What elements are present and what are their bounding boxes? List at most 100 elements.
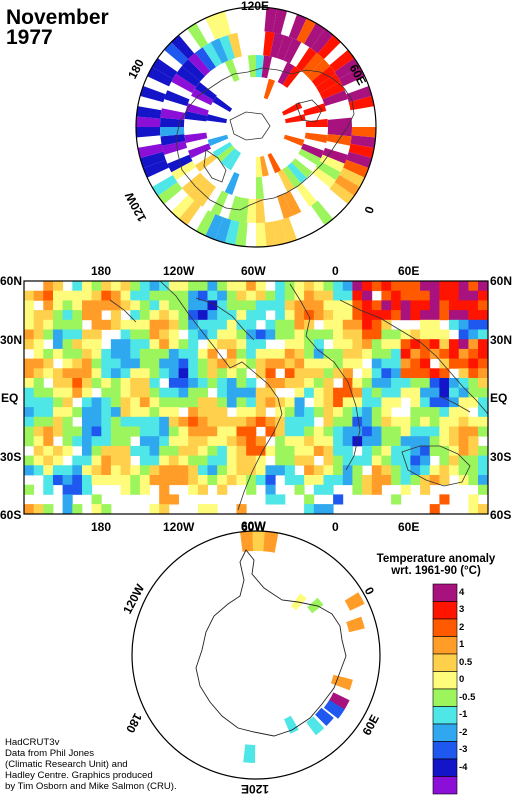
world-anomaly-cell: [246, 329, 257, 340]
world-anomaly-cell: [420, 416, 431, 427]
credit-line-3: (Climatic Research Unit) and: [5, 759, 128, 770]
world-anomaly-cell: [323, 436, 334, 447]
world-anomaly-cell: [371, 281, 382, 292]
world-anomaly-cell: [420, 436, 431, 447]
world-anomaly-cell: [362, 455, 373, 466]
title-month: November: [6, 6, 109, 29]
world-anomaly-cell: [149, 348, 160, 359]
world-anomaly-cell: [62, 300, 73, 311]
world-anomaly-cell: [362, 319, 373, 330]
south-anomaly-cell: [344, 592, 365, 611]
world-anomaly-cell: [429, 339, 440, 350]
world-anomaly-cell: [323, 281, 334, 292]
world-anomaly-cell: [410, 475, 421, 486]
north-anomaly-cell: [181, 59, 206, 82]
world-anomaly-cell: [342, 339, 353, 350]
world-anomaly-cell: [420, 290, 431, 301]
world-anomaly-cell: [82, 445, 93, 456]
world-anomaly-cell: [323, 310, 334, 321]
world-anomaly-cell: [275, 445, 286, 456]
world-anomaly-cell: [468, 504, 479, 514]
world-anomaly-cell: [139, 455, 150, 466]
world-anomaly-cell: [323, 378, 334, 389]
credit-line-5: by Tim Osborn and Mike Salmon (CRU).: [5, 781, 177, 792]
world-anomaly-cell: [226, 329, 237, 340]
world-anomaly-cell: [178, 348, 189, 359]
world-anomaly-cell: [130, 416, 141, 427]
world-anomaly-cell: [294, 455, 305, 466]
world-anomaly-cell: [159, 407, 170, 418]
world-anomaly-cell: [284, 329, 295, 340]
world-anomaly-cell: [294, 348, 305, 359]
world-anomaly-cell: [304, 504, 315, 514]
world-anomaly-cell: [197, 387, 208, 398]
world-anomaly-cell: [82, 329, 93, 340]
world-anomaly-cell: [275, 319, 286, 330]
world-anomaly-cell: [72, 281, 83, 292]
world-anomaly-cell: [420, 407, 431, 418]
world-anomaly-cell: [91, 348, 102, 359]
world-anomaly-cell: [197, 358, 208, 369]
world-anomaly-cell: [371, 329, 382, 340]
world-anomaly-cell: [391, 290, 402, 301]
world-anomaly-cell: [62, 310, 73, 321]
title-year: 1977: [6, 26, 53, 49]
world-anomaly-cell: [429, 378, 440, 389]
legend-swatch: [432, 741, 458, 760]
world-anomaly-cell: [410, 310, 421, 321]
legend-swatch: [432, 636, 458, 655]
world-anomaly-cell: [265, 378, 276, 389]
world-anomaly-cell: [101, 358, 112, 369]
world-anomaly-cell: [110, 455, 121, 466]
world-anomaly-cell: [323, 475, 334, 486]
world-anomaly-cell: [381, 290, 392, 301]
world-anomaly-cell: [265, 300, 276, 311]
north-anomaly-cell: [164, 90, 190, 107]
south-polar-map: [131, 530, 381, 780]
world-anomaly-cell: [72, 290, 83, 301]
north-anomaly-cell: [195, 82, 217, 101]
world-anomaly-cell: [120, 378, 131, 389]
world-anomaly-cell: [236, 407, 247, 418]
world-anomaly-cell: [24, 397, 35, 408]
world-anomaly-cell: [323, 368, 334, 379]
world-anomaly-cell: [110, 310, 121, 321]
world-anomaly-cell: [478, 445, 488, 456]
world-anomaly-cell: [478, 475, 488, 486]
world-anomaly-cell: [236, 504, 247, 514]
world-anomaly-cell: [342, 290, 353, 301]
world-anomaly-cell: [391, 387, 402, 398]
world-anomaly-cell: [391, 445, 402, 456]
north-anomaly-cell: [298, 148, 321, 166]
world-anomaly-cell: [43, 416, 54, 427]
legend-label: 2: [459, 621, 465, 633]
world-anomaly-cell: [449, 319, 460, 330]
world-anomaly-cell: [33, 397, 44, 408]
world-anomaly-cell: [236, 300, 247, 311]
world-anomaly-cell: [313, 300, 324, 311]
world-anomaly-cell: [159, 329, 170, 340]
world-anomaly-cell: [149, 504, 160, 514]
world-anomaly-cell: [149, 436, 160, 447]
world-anomaly-cell: [352, 329, 363, 340]
world-anomaly-cell: [468, 358, 479, 369]
world-anomaly-cell: [362, 378, 373, 389]
world-anomaly-cell: [226, 455, 237, 466]
world-anomaly-cell: [217, 426, 228, 437]
world-anomaly-cell: [139, 368, 150, 379]
world-anomaly-cell: [371, 445, 382, 456]
world-anomaly-cell: [72, 310, 83, 321]
world-anomaly-cell: [226, 378, 237, 389]
world-anomaly-cell: [255, 475, 266, 486]
north-anomaly-cell: [185, 103, 209, 116]
world-anomaly-cell: [236, 397, 247, 408]
world-anomaly-cell: [120, 475, 131, 486]
world-anomaly-cell: [130, 329, 141, 340]
world-anomaly-cell: [217, 358, 228, 369]
world-anomaly-cell: [246, 475, 257, 486]
world-anomaly-cell: [304, 281, 315, 292]
world-anomaly-cell: [275, 329, 286, 340]
world-anomaly-cell: [159, 475, 170, 486]
world-anomaly-cell: [284, 426, 295, 437]
world-map: [23, 280, 489, 515]
